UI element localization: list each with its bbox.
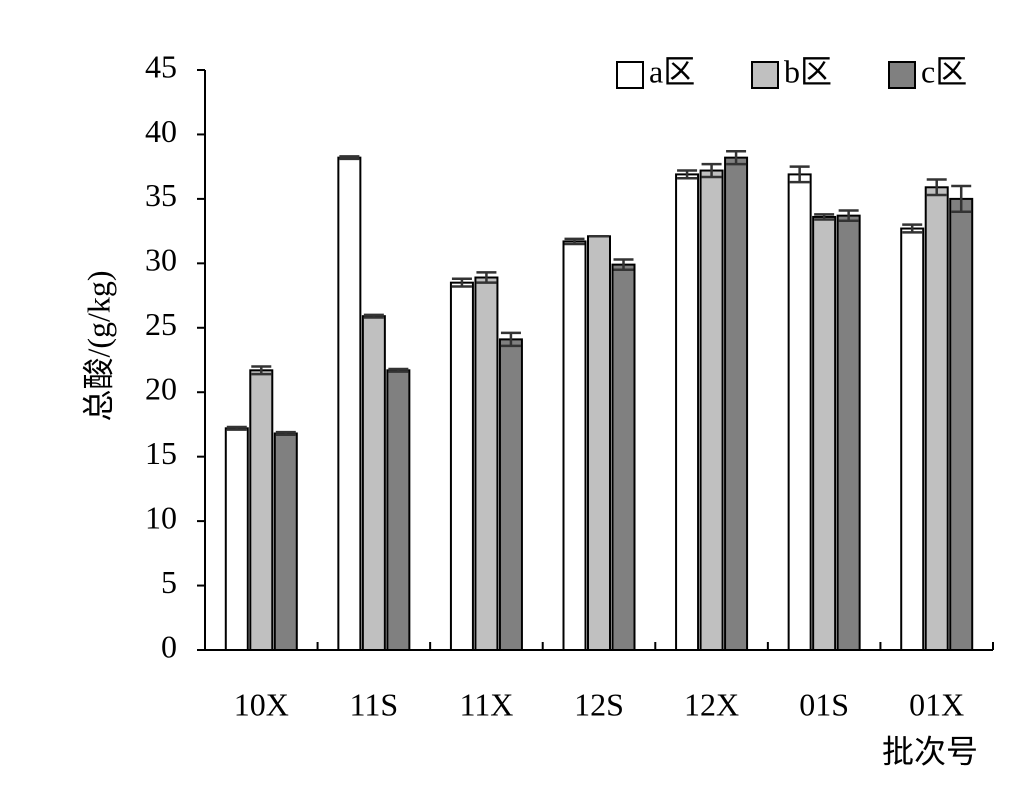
legend-swatch bbox=[751, 61, 779, 89]
bar bbox=[449, 281, 474, 651]
error-bar bbox=[838, 209, 859, 223]
bar bbox=[836, 214, 861, 651]
error-bar bbox=[226, 425, 247, 431]
error-bar bbox=[388, 367, 409, 373]
x-tick-label: 11X bbox=[459, 686, 513, 722]
y-tick-label: 5 bbox=[161, 564, 177, 600]
y-tick-label: 10 bbox=[145, 499, 177, 535]
y-tick-label: 45 bbox=[145, 48, 177, 84]
bar bbox=[249, 369, 274, 651]
bar bbox=[699, 169, 724, 652]
bar bbox=[562, 240, 587, 652]
y-tick-label: 15 bbox=[145, 435, 177, 471]
bar bbox=[474, 276, 499, 651]
x-tick-label: 10X bbox=[234, 686, 289, 722]
x-tick-label: 01S bbox=[799, 686, 849, 722]
legend-label: a区 bbox=[649, 53, 695, 89]
error-bar bbox=[814, 213, 835, 221]
bar bbox=[498, 338, 523, 651]
error-bar bbox=[613, 258, 634, 272]
legend-label: b区 bbox=[784, 53, 832, 89]
error-bar bbox=[476, 271, 497, 284]
y-tick-label: 30 bbox=[145, 242, 177, 278]
legend-swatch bbox=[888, 61, 916, 89]
x-tick-label: 12X bbox=[684, 686, 739, 722]
error-bar bbox=[951, 184, 972, 214]
bar bbox=[337, 156, 362, 651]
error-bar bbox=[926, 178, 947, 197]
x-tick-label: 11S bbox=[350, 686, 399, 722]
bar bbox=[724, 156, 749, 651]
bar bbox=[812, 215, 837, 652]
y-tick-label: 25 bbox=[145, 306, 177, 342]
error-bar bbox=[701, 162, 722, 179]
y-tick-label: 35 bbox=[145, 177, 177, 213]
error-bar bbox=[677, 169, 698, 180]
bar bbox=[361, 315, 386, 651]
error-bar bbox=[564, 237, 585, 246]
legend-swatch bbox=[616, 61, 644, 89]
bar bbox=[787, 173, 812, 651]
bar bbox=[386, 369, 411, 651]
y-tick-label: 20 bbox=[145, 371, 177, 407]
error-bar bbox=[726, 149, 747, 166]
legend-label: c区 bbox=[921, 53, 967, 89]
bar bbox=[675, 173, 700, 651]
error-bar bbox=[500, 331, 521, 348]
x-tick-label: 12S bbox=[574, 686, 624, 722]
error-bar bbox=[363, 313, 384, 319]
error-bar bbox=[451, 277, 472, 288]
error-bar bbox=[275, 430, 296, 437]
bar bbox=[900, 227, 925, 652]
error-bar bbox=[251, 365, 272, 376]
bar bbox=[273, 432, 298, 652]
bar bbox=[949, 197, 974, 651]
y-axis-label: 总酸/(g/kg) bbox=[80, 270, 116, 421]
error-bar bbox=[902, 223, 923, 234]
error-bar bbox=[339, 155, 360, 161]
x-tick-label: 01X bbox=[909, 686, 964, 722]
error-bar bbox=[789, 165, 810, 184]
y-tick-label: 40 bbox=[145, 113, 177, 149]
bar bbox=[924, 186, 949, 652]
y-tick-label: 0 bbox=[161, 628, 177, 664]
bar bbox=[587, 235, 611, 651]
bar bbox=[611, 263, 636, 651]
bar bbox=[224, 427, 249, 651]
x-axis-label: 批次号 bbox=[882, 733, 978, 769]
